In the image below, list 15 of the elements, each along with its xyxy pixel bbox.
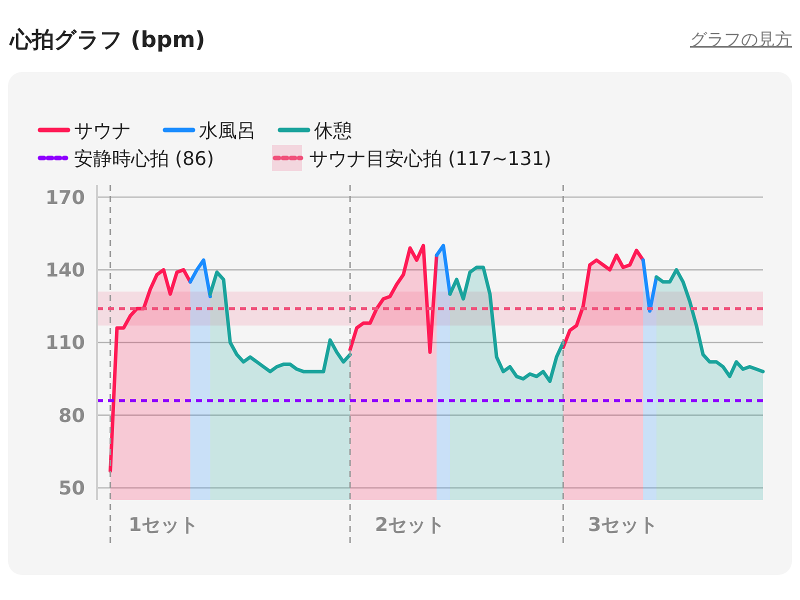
legend-label: 休憩 [314, 120, 352, 142]
x-tick-label: 3セット [588, 514, 658, 536]
x-tick-label: 2セット [374, 514, 446, 536]
text: グラフの見方 [690, 30, 792, 50]
legend-label: 水風呂 [199, 120, 256, 142]
chart-title: 心拍グラフ (bpm) [9, 27, 206, 53]
y-tick-label: 80 [58, 404, 85, 427]
legend-label: サウナ目安心拍 (117~131) [309, 148, 552, 170]
legend-label: サウナ [74, 120, 131, 142]
y-tick-label: 50 [58, 478, 85, 500]
y-tick-label: 170 [45, 186, 85, 209]
y-tick-label: 110 [45, 332, 85, 354]
legend-label: 安静時心拍 (86) [74, 148, 214, 170]
x-tick-label: 1セット [128, 514, 199, 536]
y-tick-label: 140 [45, 259, 85, 282]
